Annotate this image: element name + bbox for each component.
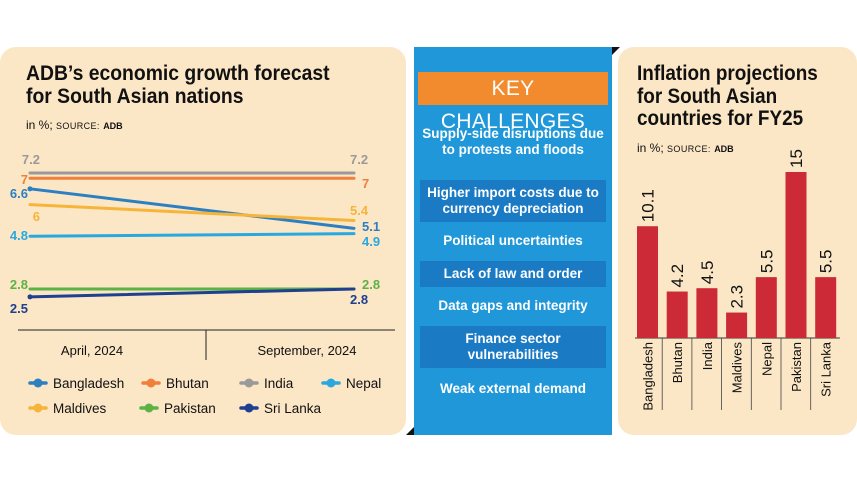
- series-line-sri-lanka: [28, 287, 356, 299]
- inflation-chart-title: Inflation projections for South Asian co…: [637, 61, 818, 131]
- data-label-sri-lanka-september: 2.8: [350, 292, 368, 307]
- bar-category-maldives: Maldives: [730, 342, 745, 394]
- bar-value-bangladesh: 10.1: [639, 189, 658, 222]
- bar-pakistan: [785, 172, 807, 338]
- legend-label-bangladesh: Bangladesh: [53, 376, 124, 391]
- challenge-item-6: Finance sector vulnerabilities: [420, 326, 606, 368]
- panel-corner-top: [612, 47, 620, 55]
- legend-marker-bangladesh: [33, 378, 43, 388]
- series-line-nepal: [28, 232, 356, 238]
- bar-value-india: 4.5: [698, 261, 717, 285]
- bar-category-sri-lanka: Sri Lanka: [819, 341, 834, 397]
- growth-source-label: SOURCE:: [56, 121, 100, 131]
- series-line-bangladesh: [28, 187, 356, 230]
- data-label-sri-lanka-april: 2.5: [10, 301, 28, 316]
- x-tick-label-2: September, 2024: [257, 343, 356, 358]
- challenge-item-4: Lack of law and order: [420, 261, 606, 287]
- series-dot-bangladesh: [27, 186, 33, 192]
- legend-label-maldives: Maldives: [53, 401, 107, 416]
- inflation-chart-unit: in %; SOURCE: ADB: [637, 141, 734, 155]
- legend-label-india: India: [264, 376, 294, 391]
- x-tick-label-1: April, 2024: [61, 343, 123, 358]
- legend-marker-nepal: [326, 378, 336, 388]
- bar-value-nepal: 5.5: [757, 249, 776, 273]
- bar-category-nepal: Nepal: [759, 342, 774, 376]
- data-label-maldives-september: 5.4: [350, 203, 369, 218]
- inflation-source-label: SOURCE:: [667, 144, 711, 154]
- legend-label-pakistan: Pakistan: [164, 401, 216, 416]
- growth-forecast-panel: [0, 47, 406, 435]
- bar-category-pakistan: Pakistan: [789, 342, 804, 392]
- data-label-bangladesh-september: 5.1: [362, 219, 380, 234]
- data-label-bangladesh-april: 6.6: [10, 186, 28, 201]
- bar-category-india: India: [700, 341, 715, 370]
- legend-marker-bhutan: [146, 378, 156, 388]
- growth-unit-text: in %;: [26, 118, 53, 132]
- challenge-item-7: Weak external demand: [439, 381, 587, 397]
- data-label-maldives-april: 6: [33, 209, 40, 224]
- key-challenges-panel: [414, 47, 612, 435]
- data-label-bhutan-april: 7: [21, 172, 28, 187]
- bar-sri-lanka: [815, 277, 837, 338]
- legend-marker-maldives: [33, 403, 43, 413]
- key-challenges-title: KEY CHALLENGES: [418, 72, 608, 133]
- bar-category-bangladesh: Bangladesh: [641, 342, 656, 411]
- data-label-bhutan-september: 7: [362, 176, 369, 191]
- challenge-item-5: Data gaps and integrity: [438, 298, 588, 314]
- bar-bhutan: [666, 291, 688, 338]
- growth-chart-unit: in %; SOURCE: ADB: [26, 118, 123, 132]
- bar-nepal: [755, 277, 777, 338]
- legend-marker-sri-lanka: [244, 403, 254, 413]
- bar-value-pakistan: 15: [787, 149, 806, 168]
- legend-marker-pakistan: [144, 403, 154, 413]
- legend-label-bhutan: Bhutan: [166, 376, 209, 391]
- bar-value-bhutan: 4.2: [668, 264, 687, 288]
- series-line-maldives: [28, 203, 356, 222]
- challenge-item-2: Higher import costs due to currency depr…: [420, 180, 606, 222]
- legend-label-sri-lanka: Sri Lanka: [264, 401, 322, 416]
- challenge-item-3: Political uncertainties: [443, 233, 583, 249]
- inflation-source-name: ADB: [714, 144, 734, 154]
- bar-value-maldives: 2.3: [728, 285, 747, 309]
- data-label-nepal-september: 4.9: [362, 234, 380, 249]
- data-label-pakistan-september: 2.8: [362, 277, 380, 292]
- legend-label-nepal: Nepal: [346, 376, 381, 391]
- bar-category-bhutan: Bhutan: [670, 342, 685, 383]
- inflation-unit-text: in %;: [637, 141, 664, 155]
- data-label-india-april: 7.2: [22, 152, 40, 167]
- bar-bangladesh: [637, 226, 658, 338]
- bar-india: [696, 288, 718, 338]
- challenge-item-1: Supply-side disruptions due to protests …: [422, 126, 604, 157]
- legend-marker-india: [244, 378, 254, 388]
- bar-value-sri-lanka: 5.5: [817, 249, 836, 273]
- data-label-nepal-april: 4.8: [10, 228, 28, 243]
- series-dot-sri-lanka: [27, 294, 33, 300]
- data-label-pakistan-april: 2.8: [10, 277, 28, 292]
- growth-source-name: ADB: [103, 121, 123, 131]
- bar-maldives: [726, 312, 748, 338]
- panel-corner-bottom: [406, 427, 414, 435]
- growth-chart-title: ADB’s economic growth forecast for South…: [26, 61, 330, 108]
- data-label-india-september: 7.2: [350, 152, 368, 167]
